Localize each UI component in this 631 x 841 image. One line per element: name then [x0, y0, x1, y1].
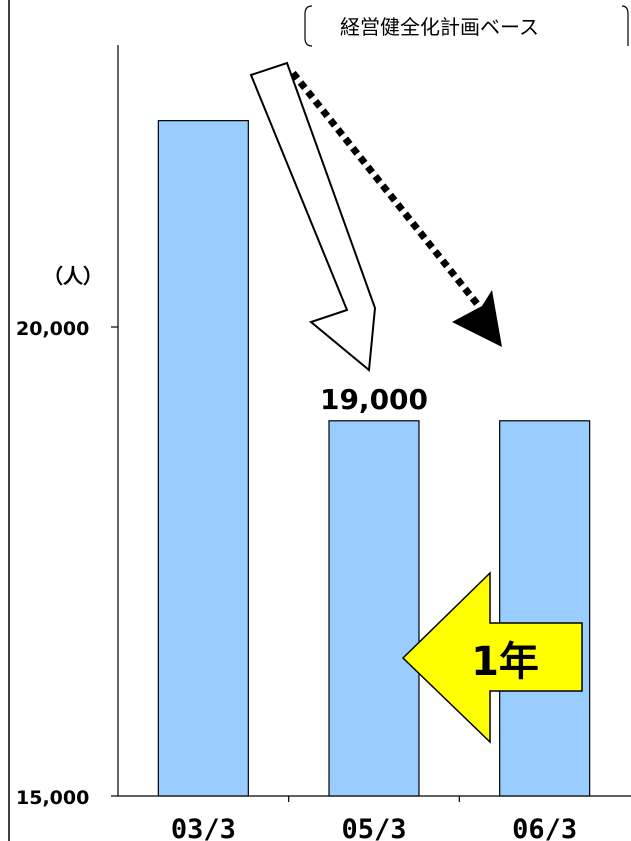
plan-note-bracket-right — [621, 5, 629, 46]
x-category-label: 06/3 — [512, 814, 577, 841]
bar-05-3 — [328, 420, 420, 797]
dotted-plan-arrow-head — [452, 290, 502, 347]
hollow-down-arrow — [249, 61, 377, 372]
one-year-left-arrow — [401, 571, 583, 744]
y-tick-label: 20,000 — [16, 318, 89, 340]
x-category-label: 03/3 — [171, 814, 236, 841]
plan-note-label: 経営健全化計画ベース — [340, 15, 539, 39]
one-year-label: 1年 — [471, 639, 539, 685]
bar-06-3 — [499, 420, 591, 797]
dotted-plan-arrow-line — [290, 70, 485, 313]
bar-data-label: 19,000 — [320, 383, 428, 416]
y-axis-unit-label: （人） — [43, 264, 103, 288]
bar-03-3 — [157, 120, 249, 797]
x-category-label: 05/3 — [341, 814, 406, 841]
plan-note-bracket-left — [304, 5, 313, 47]
y-tick-label: 15,000 — [16, 787, 89, 809]
